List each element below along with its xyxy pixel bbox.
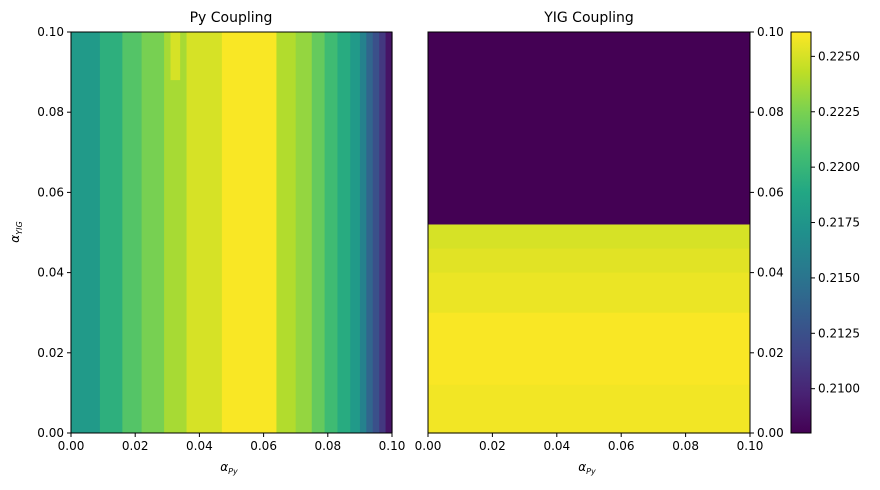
- yig-coupling-row-3: [428, 272, 750, 314]
- yig-coupling-y-tick-label: 0.06: [757, 185, 784, 199]
- py-coupling-band-11: [337, 32, 351, 433]
- py-coupling-y-tick-label: 0.02: [37, 346, 64, 360]
- py-coupling-band-5: [186, 32, 223, 433]
- py-coupling-band-10: [324, 32, 339, 433]
- py-coupling-panel: Py Coupling 0.00 0.02 0.04 0.06 0.08 0.10 0.0…: [8, 10, 405, 476]
- py-coupling-band-2: [122, 32, 143, 433]
- py-coupling-x-ticks: 0.00 0.02 0.04 0.06 0.08 0.10: [58, 433, 406, 453]
- py-coupling-band-17: [385, 32, 393, 433]
- py-coupling-x-tick-label: 0.06: [250, 439, 277, 453]
- py-coupling-band-9: [311, 32, 326, 433]
- colorbar-ticks: 0.2100 0.2125 0.2150 0.2175 0.2200 0.2225 0.22…: [811, 49, 860, 396]
- py-coupling-y-tick-label: 0.06: [37, 185, 64, 199]
- yig-coupling-row-5: [428, 384, 750, 434]
- py-coupling-band-1: [99, 32, 123, 433]
- colorbar-tick-label: 0.2200: [818, 160, 860, 174]
- py-coupling-y-tick-label: 0.08: [37, 105, 64, 119]
- yig-coupling-x-ticks: 0.00 0.02 0.04 0.06 0.08 0.10: [415, 433, 764, 453]
- yig-coupling-y-tick-label: 0.08: [757, 105, 784, 119]
- yig-coupling-y-tick-label: 0.10: [757, 25, 784, 39]
- yig-coupling-row-0: [428, 32, 750, 226]
- py-coupling-y-tick-label: 0.04: [37, 266, 64, 280]
- colorbar-frame: [790, 31, 812, 434]
- yig-coupling-x-tick-label: 0.10: [737, 439, 764, 453]
- yig-coupling-x-axis-label: αPy: [578, 460, 596, 476]
- py-coupling-band-3: [141, 32, 165, 433]
- py-coupling-y-axis-label: αYIG: [8, 221, 24, 242]
- yig-coupling-y-tick-label: 0.00: [757, 426, 784, 440]
- yig-coupling-panel: YIG Coupling 0.00 0.02 0.04 0.06 0.08 0.10 0.…: [415, 10, 784, 476]
- py-coupling-x-axis-label: αPy: [220, 460, 238, 476]
- yig-coupling-y-tick-label: 0.04: [757, 266, 784, 280]
- colorbar-tick-label: 0.2100: [818, 382, 860, 396]
- yig-coupling-y-ticks: 0.00 0.02 0.04 0.06 0.08 0.10: [750, 25, 784, 440]
- colorbar-gradient: [791, 32, 811, 433]
- py-coupling-band-13: [359, 32, 367, 433]
- py-coupling-band-7: [276, 32, 297, 433]
- py-coupling-x-tick-label: 0.08: [314, 439, 341, 453]
- py-coupling-y-tick-label: 0.00: [37, 426, 64, 440]
- yig-coupling-row-2: [428, 248, 750, 274]
- py-coupling-band-15: [372, 32, 380, 433]
- py-coupling-band-16: [379, 32, 387, 433]
- yig-coupling-x-tick-label: 0.00: [415, 439, 442, 453]
- py-coupling-band-8: [295, 32, 313, 433]
- colorbar-tick-label: 0.2175: [818, 216, 860, 230]
- py-coupling-y-tick-label: 0.10: [37, 25, 64, 39]
- colorbar-tick-label: 0.2250: [818, 49, 860, 63]
- yig-coupling-x-tick-label: 0.06: [608, 439, 635, 453]
- colorbar-tick-label: 0.2225: [818, 105, 860, 119]
- yig-coupling-x-tick-label: 0.08: [672, 439, 699, 453]
- yig-coupling-x-tick-label: 0.04: [543, 439, 570, 453]
- yig-coupling-y-tick-label: 0.02: [757, 346, 784, 360]
- py-coupling-band-4: [164, 32, 188, 433]
- yig-coupling-heatmap: [428, 32, 750, 434]
- py-coupling-y-ticks: 0.00 0.02 0.04 0.06 0.08 0.10: [37, 25, 71, 440]
- yig-coupling-title: YIG Coupling: [543, 10, 634, 26]
- py-coupling-band-0: [71, 32, 101, 433]
- yig-coupling-frame: [427, 31, 751, 434]
- py-coupling-x-tick-label: 0.02: [122, 439, 149, 453]
- py-coupling-heatmap: [71, 32, 393, 433]
- py-coupling-x-tick-label: 0.00: [58, 439, 85, 453]
- py-coupling-patch-0: [170, 32, 181, 81]
- yig-coupling-row-4: [428, 312, 750, 386]
- py-coupling-band-6: [221, 32, 278, 433]
- py-coupling-band-14: [366, 32, 374, 433]
- py-coupling-title: Py Coupling: [190, 10, 273, 26]
- colorbar-tick-label: 0.2125: [818, 326, 860, 340]
- yig-coupling-row-1: [428, 224, 750, 250]
- py-coupling-x-tick-label: 0.04: [186, 439, 213, 453]
- yig-coupling-x-tick-label: 0.02: [479, 439, 506, 453]
- py-coupling-x-tick-label: 0.10: [379, 439, 406, 453]
- colorbar: 0.2100 0.2125 0.2150 0.2175 0.2200 0.2225 0.22…: [790, 31, 860, 434]
- py-coupling-band-12: [350, 32, 361, 433]
- colorbar-tick-label: 0.2150: [818, 271, 860, 285]
- py-coupling-frame: [70, 31, 393, 434]
